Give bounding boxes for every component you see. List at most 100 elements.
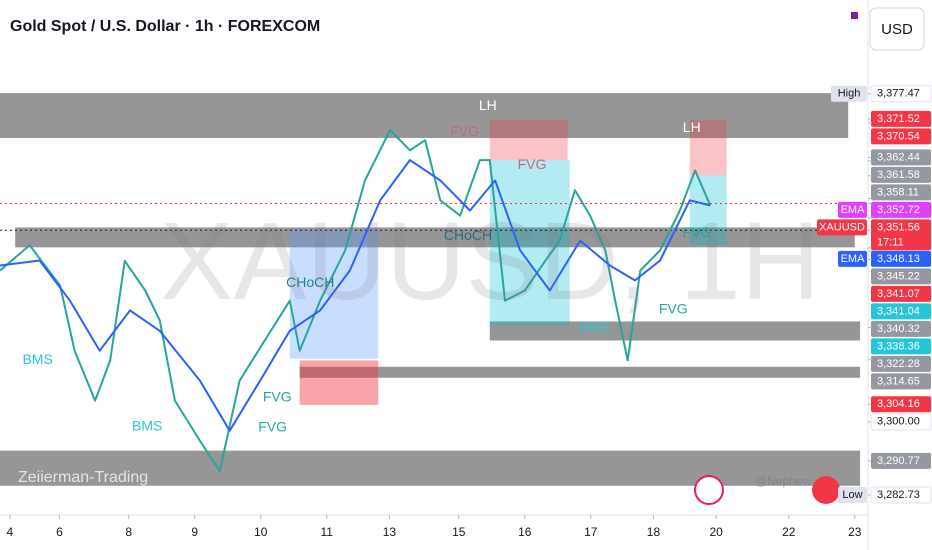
price-tag-box (838, 250, 867, 267)
price-label: 3,282.73 (877, 489, 920, 501)
price-label: 3,341.04 (877, 305, 920, 317)
annotation: LH (479, 97, 497, 113)
x-tick-label: 9 (191, 525, 198, 539)
x-tick-label: 11 (321, 525, 334, 539)
price-label: 3,352.72 (877, 204, 920, 216)
zone (489, 321, 861, 341)
price-tag: XAUUSD (819, 221, 865, 233)
price-label-box (870, 85, 932, 103)
zone (299, 366, 861, 378)
price-label-box (871, 166, 931, 183)
credit: @Nephew (755, 474, 812, 488)
price-label: 3,314.65 (877, 375, 920, 387)
price-label-box (870, 486, 932, 504)
price-tag: EMA (841, 253, 866, 265)
price-label: 3,348.13 (877, 253, 920, 265)
icon[interactable] (851, 12, 858, 19)
x-tick-label: 18 (647, 525, 661, 539)
zone (0, 93, 849, 139)
price-label-box (871, 128, 931, 145)
price-tag-box (838, 201, 867, 218)
price-label-box (871, 201, 931, 218)
price-tag-box (817, 219, 867, 236)
price-tag: EMA (841, 204, 866, 216)
x-tick-label: 13 (383, 525, 397, 539)
x-tick-label: 15 (452, 525, 466, 539)
x-tick-label: 23 (848, 525, 862, 539)
price-label-box (871, 184, 931, 201)
price-label: 3,377.47 (877, 88, 920, 100)
price-label: 3,304.16 (877, 398, 920, 410)
icon[interactable] (812, 476, 840, 504)
zone (689, 175, 727, 246)
x-tick-label: 6 (56, 525, 63, 539)
price-tag-box (838, 486, 867, 503)
x-tick-label: 4 (7, 525, 14, 539)
annotation: FVG (263, 388, 292, 404)
price-label: 3,300.00 (877, 416, 920, 428)
price-tag: High (838, 88, 861, 100)
annotation: BMS (580, 319, 610, 335)
annotation: LH (683, 119, 701, 135)
price-line-series (0, 129, 712, 472)
price-label: 3,290.77 (877, 455, 920, 467)
price-label: 3,322.28 (877, 358, 920, 370)
plot-area: LHFVGFVGCHoCHCHoCHLHBMSBMSFVGFVGFVGBMSFV… (0, 93, 868, 486)
credit: Zeiierman-Trading (18, 469, 148, 486)
price-label-box (871, 338, 931, 355)
currency-label: USD (881, 21, 913, 38)
x-tick-label: 20 (710, 525, 724, 539)
price-label: 3,362.44 (877, 151, 920, 163)
currency-button[interactable] (869, 7, 925, 51)
price-label: 3,361.58 (877, 169, 920, 181)
annotation: BMS (132, 418, 162, 434)
price-tag-box (831, 85, 867, 102)
price-label-box (870, 413, 932, 431)
price-label: 3,371.52 (877, 113, 920, 125)
price-label-box (871, 285, 931, 302)
price-label-box (871, 250, 931, 267)
annotation: FVG (258, 418, 287, 434)
price-label-box (871, 373, 931, 390)
annotation: CHoCH (286, 274, 334, 290)
price-label: 3,338.36 (877, 340, 920, 352)
zone (15, 227, 855, 248)
price-label-box (871, 396, 931, 413)
price-axis: 3,377.47 High 3,371.52 3,370.54 3,362.44 3,36… (817, 85, 932, 504)
watermark: XAUUSD, 1H (160, 200, 820, 323)
zone (689, 120, 727, 176)
icon[interactable] (694, 475, 724, 505)
x-tick-label: 22 (782, 525, 796, 539)
price-label-box (871, 320, 931, 337)
price-label-box (871, 355, 931, 372)
price-label-box (871, 268, 931, 285)
annotation: FVG (659, 300, 688, 316)
price-label-box (871, 149, 931, 166)
x-tick-label: 8 (125, 525, 132, 539)
annotation: FVG (518, 156, 547, 172)
price-label: 3,345.22 (877, 270, 920, 282)
annotation: CHoCH (444, 227, 492, 243)
zone (299, 360, 379, 405)
annotation: FVG (450, 123, 479, 139)
zone (489, 120, 568, 161)
price-timer: 17:11 (877, 236, 904, 248)
annotation: FVG (683, 224, 712, 240)
price-label-box (871, 452, 931, 469)
price-label-box (871, 219, 931, 251)
price-label: 3,351.56 (877, 221, 920, 233)
price-label: 3,340.32 (877, 323, 920, 335)
price-label: 3,370.54 (877, 130, 920, 142)
annotation: BMS (22, 351, 52, 367)
x-tick-label: 16 (518, 525, 532, 539)
price-label-box (871, 303, 931, 320)
chart-title: Gold Spot / U.S. Dollar · 1h · FOREXCOM (10, 18, 320, 35)
x-tick-label: 10 (254, 525, 268, 539)
price-line-series (0, 159, 711, 432)
x-tick-label: 17 (584, 525, 598, 539)
price-label-box (871, 110, 931, 127)
zone (489, 160, 570, 326)
price-label: 3,341.07 (877, 288, 920, 300)
